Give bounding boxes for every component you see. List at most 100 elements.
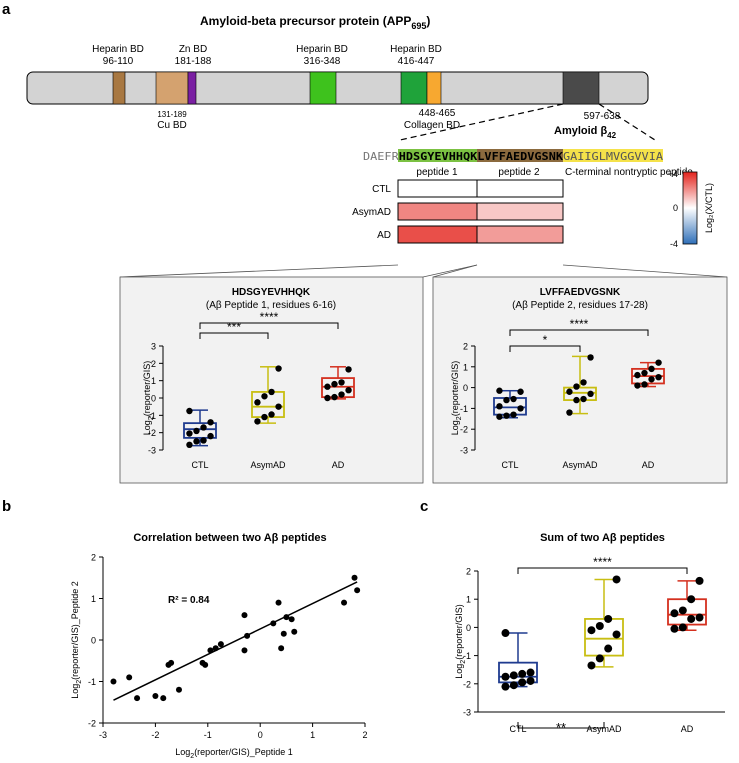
data-point-asymad [587,626,596,635]
label-cu-bd: Cu BD [157,120,186,131]
box-asymad [584,618,624,657]
colorbar-max: +4 [668,169,678,179]
cterm-highlight [563,149,663,162]
scatter-correlation: Correlation between two Aβ peptides 2 1 0 -1… [70,532,368,760]
label-zn-bd: Zn BD [179,44,207,55]
label-amyloid-beta: Amyloid β42 [554,125,617,140]
scatter-point [278,645,285,652]
scatter-point [354,587,361,594]
data-point-ad [678,606,687,615]
peptide1-highlight [398,149,477,162]
label-heparin-bd-3: Heparin BD [390,44,442,55]
heatmap-cell-peptide1-ad [397,225,478,244]
data-point-asymad [573,396,580,404]
data-point-ctl [496,403,503,410]
data-point-ctl [518,669,527,678]
inset2-connector-right [562,264,728,278]
heatmap-row-label-ctl: CTL [372,184,391,195]
data-point-ctl [510,395,517,403]
heatmap-cell-peptide2-ad [476,225,564,244]
x-category-label-asymad: AsymAD [562,460,598,470]
box-ad [667,598,707,626]
data-point-ad [634,382,641,389]
y-tick-label: 1 [466,595,471,605]
scatter-point [241,647,248,654]
data-point-ad [345,387,352,394]
scatter-point [288,616,295,623]
boxplot-peptide1: 3 2 1 0 -1 -2 -3 Log2(reporter/GIS) CTL AsymAD AD *… [142,310,355,470]
scatter-point [207,647,214,654]
data-point-ctl [207,432,214,440]
y-tick-label: -2 [460,425,468,435]
inset1-connector-left [119,264,399,278]
domain-amyloid-beta [562,71,600,105]
data-point-ad [678,623,687,632]
panel-label-a: a [2,1,11,18]
scatter-point [175,686,182,693]
y-tick-label: 3 [151,342,156,352]
panel-label-c: c [420,498,428,515]
y-tick-label: -1 [148,411,156,421]
scatter-point [134,695,141,702]
y-tick-label: 0 [463,383,468,393]
data-point-asymad [254,399,261,406]
data-point-ctl [518,678,527,687]
data-point-asymad [587,390,594,398]
zoom-line-right [598,103,656,141]
x-axis-label: Log2(reporter/GIS)_Peptide 1 [175,747,293,760]
inset1-subtitle: (Aβ Peptide 1, residues 6-16) [206,300,336,311]
colorbar-mid: 0 [673,203,678,213]
data-point-ad [641,369,648,377]
y-tick-label: -1 [88,677,96,687]
peptide2-label: peptide 2 [498,167,540,178]
label-heparin-bd-2: Heparin BD [296,44,348,55]
data-point-asymad [573,383,580,390]
inset1-box [119,276,424,484]
data-point-ctl [503,412,510,419]
range-zn-bd: 181-188 [175,56,212,67]
data-point-ctl [501,682,510,691]
scatter-point [351,574,358,581]
y-tick-label: 1 [463,362,468,372]
y-tick-label: 2 [466,567,471,577]
domain-cu-bd [155,71,189,105]
x-tick-label: 1 [310,730,315,740]
x-category-label-ad: AD [642,460,655,470]
data-point-ctl [496,387,503,394]
x-tick-label: 0 [258,730,263,740]
data-point-ctl [496,413,503,420]
data-point-ctl [510,411,517,418]
data-point-ad [687,614,696,623]
scatter-point [280,630,287,637]
significance-bracket [199,322,339,329]
scatter-point [241,612,248,619]
inset2-subtitle: (Aβ Peptide 2, residues 17-28) [512,300,648,311]
inset2-connector-left [432,264,478,278]
inset1-connector-right [422,264,478,278]
data-point-ad [687,595,696,604]
app-title: Amyloid-beta precursor protein (APP695) [200,14,430,31]
scatter-point [291,628,298,635]
x-tick-label: -2 [151,730,159,740]
scatter-point [217,641,224,648]
data-point-ctl [207,419,214,426]
y-tick-label: 0 [91,636,96,646]
domain-heparin-bd-2 [309,71,337,105]
data-point-asymad [595,654,604,663]
data-point-asymad [580,395,587,403]
data-point-ad [655,359,662,366]
x-category-label-ad: AD [332,460,345,470]
data-point-asymad [261,393,268,400]
data-point-ad [345,366,352,373]
range-amyloid-beta: 597-638 [584,111,621,122]
boxplot-sum: Sum of two Aβ peptides 2 1 0 -1 -2 -3 Log2(repo… [454,532,725,735]
colorbar-label: Log₂(X/CTL) [704,183,714,233]
significance-bracket [509,345,581,352]
data-point-asymad [275,403,282,410]
y-tick-label: 2 [151,359,156,369]
colorbar [682,171,698,245]
data-point-asymad [604,644,613,653]
x-category-label-ad: AD [681,724,694,734]
significance-label: * [543,333,548,347]
